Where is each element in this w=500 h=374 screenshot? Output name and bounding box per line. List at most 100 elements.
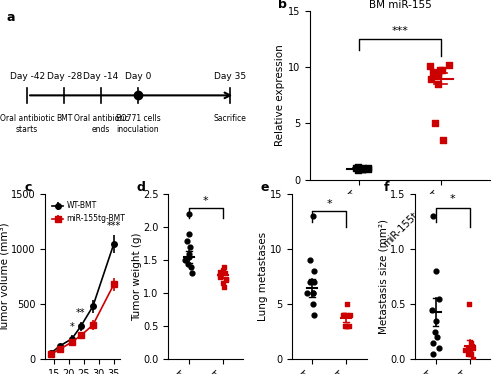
Point bbox=[339, 312, 347, 318]
Point bbox=[310, 268, 318, 274]
Point bbox=[343, 301, 351, 307]
Point bbox=[364, 165, 372, 171]
Point bbox=[460, 347, 468, 353]
Point bbox=[352, 165, 360, 171]
Point bbox=[310, 312, 318, 318]
Point bbox=[466, 350, 474, 356]
Point bbox=[310, 279, 318, 285]
Point bbox=[220, 264, 228, 270]
Point bbox=[216, 272, 224, 278]
Text: b: b bbox=[278, 0, 286, 11]
Text: Day 35: Day 35 bbox=[214, 72, 246, 81]
Point bbox=[432, 268, 440, 274]
Point bbox=[306, 257, 314, 263]
Point bbox=[308, 301, 316, 307]
Point bbox=[434, 81, 442, 87]
Point bbox=[428, 350, 436, 356]
Point bbox=[432, 72, 440, 78]
Point bbox=[438, 137, 446, 143]
Point bbox=[426, 63, 434, 69]
Point bbox=[341, 323, 349, 329]
Point bbox=[181, 257, 189, 263]
Point bbox=[429, 214, 437, 220]
Text: e: e bbox=[260, 181, 269, 194]
Point bbox=[185, 211, 193, 217]
Text: EO771 cells
inoculation: EO771 cells inoculation bbox=[116, 114, 160, 134]
Point bbox=[432, 318, 440, 324]
Point bbox=[470, 356, 478, 362]
Text: *: * bbox=[450, 194, 456, 204]
Point bbox=[185, 251, 193, 257]
Y-axis label: Metastasis size (mm²): Metastasis size (mm²) bbox=[378, 219, 388, 334]
Point bbox=[340, 312, 348, 318]
Text: Oral antibiotic
starts: Oral antibiotic starts bbox=[0, 114, 54, 134]
Text: *: * bbox=[326, 199, 332, 209]
Y-axis label: Tumor weight (g): Tumor weight (g) bbox=[132, 233, 142, 321]
Point bbox=[220, 267, 228, 273]
Text: c: c bbox=[24, 181, 32, 194]
Point bbox=[220, 283, 228, 289]
Point bbox=[346, 312, 354, 318]
Point bbox=[465, 301, 473, 307]
Point bbox=[222, 276, 230, 282]
Y-axis label: Tumor volume (mm³): Tumor volume (mm³) bbox=[0, 222, 10, 332]
Point bbox=[186, 244, 194, 250]
Point bbox=[219, 280, 227, 286]
Point bbox=[435, 345, 443, 351]
Point bbox=[344, 323, 352, 329]
Text: Day -28: Day -28 bbox=[46, 72, 82, 81]
Point bbox=[429, 69, 437, 75]
Text: Oral antibiotic
ends: Oral antibiotic ends bbox=[74, 114, 128, 134]
Text: ***: *** bbox=[106, 221, 121, 231]
Point bbox=[432, 329, 440, 335]
Point bbox=[430, 340, 438, 346]
Point bbox=[468, 340, 475, 346]
Point bbox=[343, 323, 351, 329]
Text: a: a bbox=[7, 11, 16, 24]
Point bbox=[446, 62, 454, 68]
Point bbox=[438, 67, 446, 73]
Title: BM miR-155: BM miR-155 bbox=[368, 0, 432, 10]
Point bbox=[434, 73, 442, 79]
Text: f: f bbox=[384, 181, 390, 194]
Point bbox=[216, 269, 224, 275]
Point bbox=[467, 350, 475, 356]
Text: BMT: BMT bbox=[56, 114, 72, 123]
Point bbox=[221, 270, 229, 276]
Point bbox=[436, 67, 444, 73]
Text: ***: *** bbox=[392, 26, 408, 36]
Text: *: * bbox=[70, 322, 74, 332]
Point bbox=[188, 270, 196, 276]
Point bbox=[342, 323, 350, 329]
Point bbox=[358, 166, 366, 172]
Point bbox=[216, 274, 224, 280]
Point bbox=[222, 277, 230, 283]
Point bbox=[302, 290, 310, 296]
Point bbox=[469, 345, 477, 351]
Point bbox=[184, 261, 192, 267]
Legend: WT-BMT, miR-155tg-BMT: WT-BMT, miR-155tg-BMT bbox=[49, 198, 128, 226]
Point bbox=[428, 307, 436, 313]
Point bbox=[186, 231, 194, 237]
Point bbox=[343, 312, 351, 318]
Point bbox=[186, 264, 194, 270]
Point bbox=[354, 165, 362, 171]
Point bbox=[354, 164, 362, 170]
Y-axis label: Lung metastases: Lung metastases bbox=[258, 232, 268, 321]
Point bbox=[434, 70, 442, 76]
Text: Day -14: Day -14 bbox=[84, 72, 118, 81]
Text: **: ** bbox=[76, 308, 86, 318]
Point bbox=[364, 166, 372, 172]
Point bbox=[427, 76, 435, 82]
Text: *: * bbox=[203, 196, 208, 206]
Point bbox=[340, 312, 348, 318]
Point bbox=[464, 350, 472, 356]
Point bbox=[306, 279, 314, 285]
Point bbox=[309, 290, 317, 296]
Text: Day -42: Day -42 bbox=[10, 72, 44, 81]
Text: d: d bbox=[137, 181, 146, 194]
Point bbox=[464, 345, 472, 351]
Point bbox=[358, 166, 366, 172]
Point bbox=[360, 166, 368, 172]
Text: Day 0: Day 0 bbox=[125, 72, 151, 81]
